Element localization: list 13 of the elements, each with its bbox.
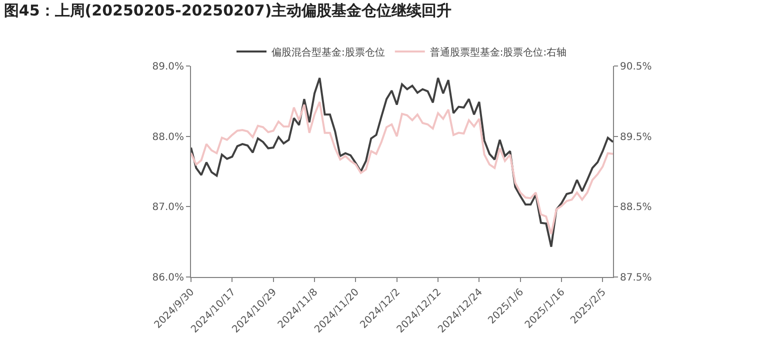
y2-tick-label: 89.5% <box>620 132 652 143</box>
legend-label: 普通股票型基金:股票仓位:右轴 <box>430 46 567 58</box>
y-tick-label: 87.0% <box>152 202 184 214</box>
y2-tick-label: 88.5% <box>620 202 652 214</box>
line-series <box>191 100 613 236</box>
y-tick-label: 86.0% <box>152 272 184 284</box>
y2-tick-label: 90.5% <box>620 62 652 72</box>
line-series <box>191 76 613 248</box>
y-tick-label: 88.0% <box>152 132 184 143</box>
chart-title: 图45：上周(20250205-20250207)主动偏股基金仓位继续回升 <box>4 2 452 20</box>
y2-tick-label: 87.5% <box>620 272 652 284</box>
y-tick-label: 89.0% <box>152 62 184 72</box>
legend-label: 偏股混合型基金:股票仓位 <box>272 46 385 58</box>
